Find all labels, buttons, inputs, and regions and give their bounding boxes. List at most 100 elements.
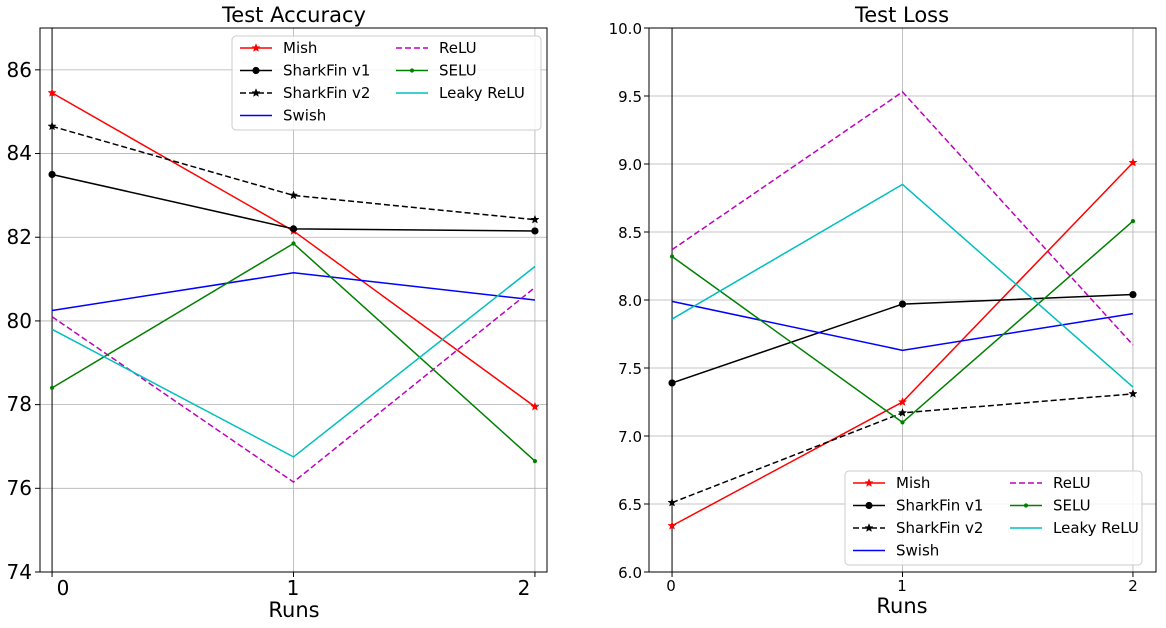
data-point — [1128, 388, 1138, 398]
chart-title: Test Loss — [854, 3, 949, 27]
series-mish — [667, 157, 1138, 530]
legend-marker — [252, 66, 260, 75]
data-point — [47, 121, 57, 131]
legend-item-mish: Mish — [240, 39, 317, 57]
data-point — [1130, 219, 1136, 224]
data-point — [668, 379, 676, 387]
series-line-relu — [671, 90, 1134, 346]
legend: Mish SharkFin v1 SharkFin v2 Swish ReLU SELU L… — [844, 470, 1143, 566]
legend-marker — [864, 478, 874, 487]
y-tick-label: 78 — [7, 392, 32, 416]
legend-label: Swish — [896, 542, 939, 560]
series-relu — [671, 90, 1134, 346]
x-tick-label: 0 — [57, 576, 70, 600]
y-tick-label: 7.0 — [618, 428, 642, 446]
legend-label: SharkFin v1 — [896, 497, 983, 515]
series-swish — [51, 272, 536, 312]
legend-marker — [864, 523, 874, 532]
data-point — [48, 170, 56, 179]
data-point — [898, 300, 907, 308]
x-tick-label: 2 — [1128, 577, 1138, 595]
legend-label: Leaky ReLU — [439, 84, 525, 102]
y-tick-label: 84 — [7, 141, 32, 165]
legend-label: SELU — [1053, 497, 1091, 515]
legend-item-sharkfin-v1: SharkFin v1 — [853, 497, 983, 515]
y-tick-label: 76 — [7, 476, 32, 500]
legend-box — [844, 470, 1143, 566]
y-tick-label: 9.5 — [618, 88, 642, 106]
series-line-swish — [51, 272, 536, 312]
series-line-swish — [671, 300, 1134, 352]
data-point — [669, 254, 675, 259]
series-line-sharkfin-v2 — [51, 125, 536, 221]
legend-marker — [865, 501, 873, 510]
series-sharkfin-v1 — [668, 290, 1137, 387]
x-tick-label: 0 — [666, 577, 676, 595]
legend-item-selu: SELU — [396, 62, 477, 80]
plot-frame — [648, 27, 1157, 573]
y-tick-label: 82 — [7, 225, 32, 249]
x-axis-label: Runs — [268, 598, 319, 622]
series-swish — [671, 300, 1134, 352]
legend-box — [231, 35, 542, 131]
legend-item-swish: Swish — [853, 542, 939, 560]
series-selu — [49, 241, 538, 464]
legend-marker — [251, 43, 261, 52]
y-tick-label: 74 — [7, 560, 32, 584]
data-point — [291, 241, 296, 246]
legend-item-relu: ReLU — [396, 39, 477, 57]
legend-label: SharkFin v2 — [283, 84, 370, 102]
legend-item-selu: SELU — [1010, 497, 1091, 515]
legend: Mish SharkFin v1 SharkFin v2 Swish ReLU SELU L… — [231, 35, 542, 131]
y-tick-label: 8.5 — [618, 224, 642, 242]
data-point — [530, 401, 540, 411]
series-relu — [51, 286, 536, 483]
data-point — [1129, 290, 1137, 299]
y-tick-label: 6.0 — [618, 564, 642, 582]
test-loss-chart: Test Loss Runs 0 1 2 6.0 6.5 7.0 7.5 8.0… — [609, 3, 1157, 618]
x-axis-label: Runs — [876, 594, 927, 618]
test-accuracy-chart: Test Accuracy Runs 0 1 2 74 76 78 80 82 … — [7, 3, 548, 622]
series-leaky-relu — [51, 265, 536, 458]
data-point — [667, 497, 677, 507]
legend-label: Mish — [283, 39, 317, 57]
plot-frame — [39, 27, 548, 573]
data-point — [530, 214, 540, 224]
data-point — [897, 397, 908, 406]
series-line-relu — [51, 286, 536, 483]
legend-item-leaky-relu: Leaky ReLU — [1010, 519, 1139, 537]
legend-label: Swish — [283, 107, 326, 125]
legend-label: ReLU — [439, 39, 477, 57]
data-point — [900, 420, 905, 425]
y-tick-label: 7.5 — [618, 360, 642, 378]
series-sharkfin-v1 — [48, 170, 539, 235]
legend-label: Mish — [896, 474, 930, 492]
y-tick-label: 80 — [7, 309, 32, 333]
data-point — [897, 407, 908, 417]
legend-item-sharkfin-v2: SharkFin v2 — [853, 519, 983, 537]
data-point — [49, 385, 55, 390]
y-tick-label: 86 — [7, 58, 32, 82]
data-point — [289, 225, 298, 233]
data-point — [667, 520, 677, 530]
y-tick-label: 6.5 — [618, 496, 642, 514]
legend-label: SharkFin v1 — [283, 62, 370, 80]
legend-item-relu: ReLU — [1010, 474, 1091, 492]
x-tick-label: 1 — [897, 577, 907, 595]
legend-label: Leaky ReLU — [1053, 519, 1139, 537]
series-selu — [669, 219, 1136, 425]
legend-label: ReLU — [1053, 474, 1091, 492]
series-leaky-relu — [671, 183, 1134, 388]
legend-marker — [1023, 503, 1029, 508]
legend-item-leaky-relu: Leaky ReLU — [396, 84, 525, 102]
x-tick-label: 1 — [287, 576, 300, 600]
legend-marker — [409, 68, 415, 73]
legend-label: SELU — [439, 62, 477, 80]
y-tick-label: 10.0 — [609, 20, 642, 38]
series-sharkfin-v2 — [667, 388, 1138, 507]
series-line-leaky-relu — [51, 265, 536, 458]
data-point — [288, 190, 299, 200]
x-tick-label: 2 — [518, 576, 531, 600]
data-point — [532, 459, 538, 464]
